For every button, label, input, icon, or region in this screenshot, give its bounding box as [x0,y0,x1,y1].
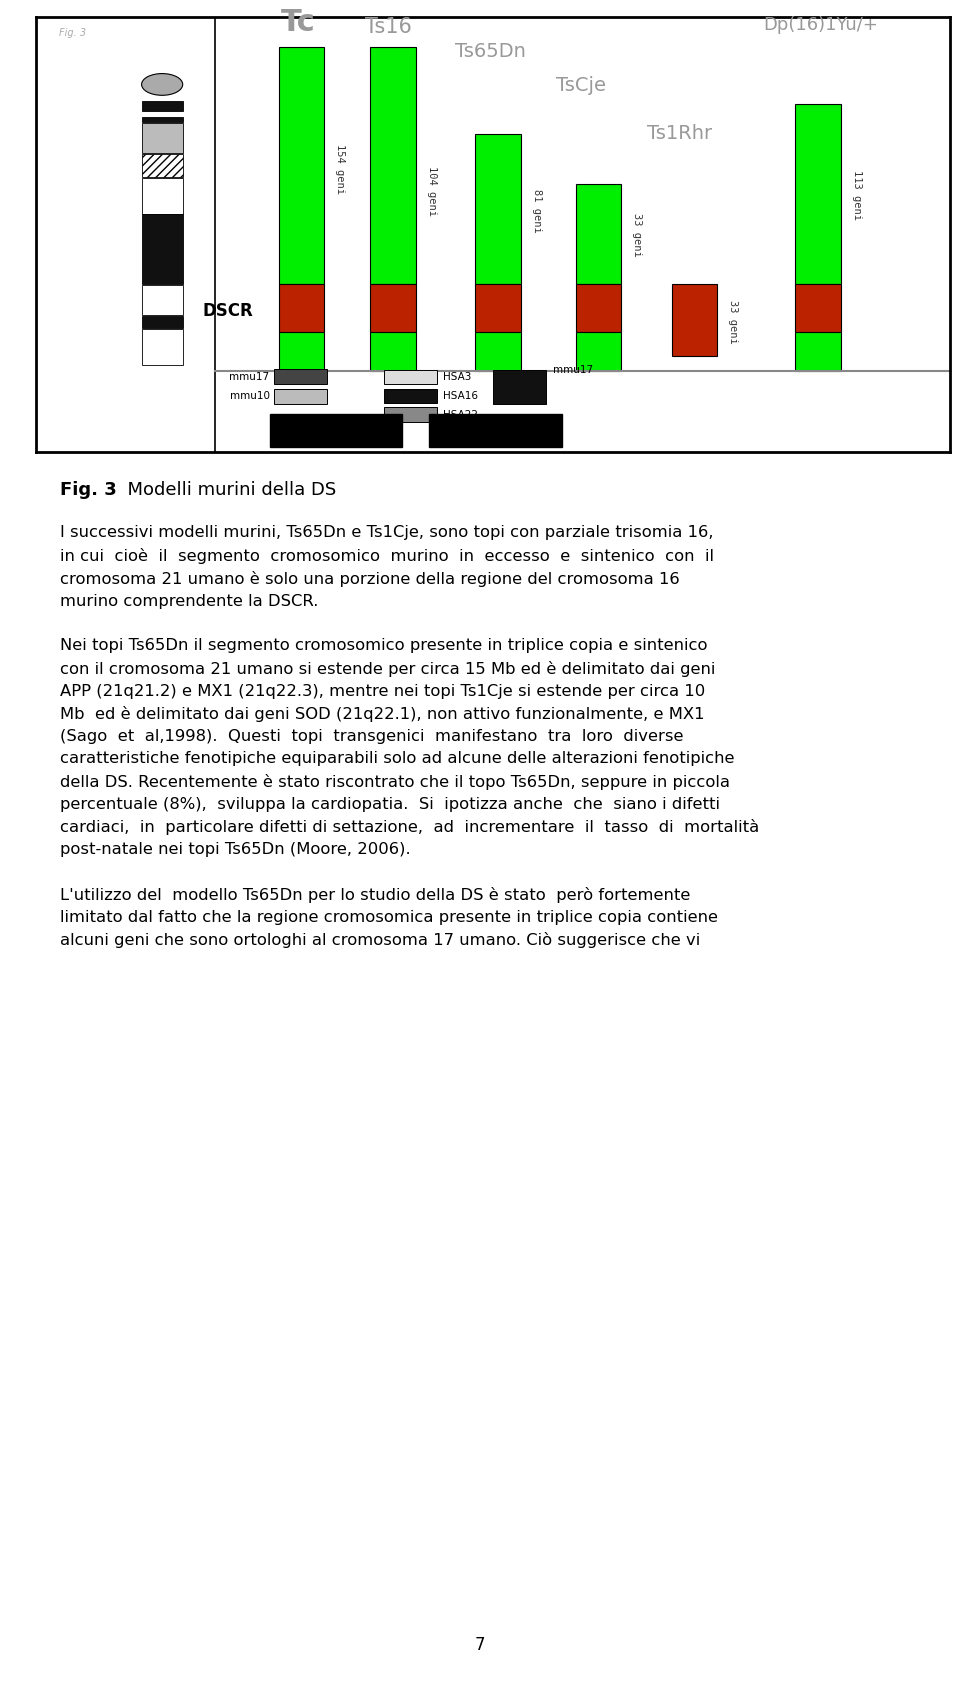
Bar [672,285,717,356]
Bar [141,215,182,285]
Text: DSCR: DSCR [203,302,253,319]
Bar [576,285,621,332]
Bar [370,332,416,372]
Text: Ts16: Ts16 [366,17,413,36]
Text: Ts65Dn: Ts65Dn [455,41,526,60]
Bar [278,332,324,372]
Bar [141,123,182,153]
Bar [278,48,324,285]
Bar [141,315,182,327]
Bar [275,370,327,384]
Bar [475,332,521,372]
Bar [141,101,182,111]
Bar [141,329,182,365]
Text: HSA16: HSA16 [444,390,478,401]
Bar [795,332,841,372]
Bar [384,370,437,384]
Text: 33 geni: 33 geni [633,213,642,256]
Text: I successivi modelli murini, Ts65Dn e Ts1Cje, sono topi con parziale trisomia 16: I successivi modelli murini, Ts65Dn e Ts… [60,525,758,948]
Text: mmu16: mmu16 [464,423,528,438]
Text: mmu17: mmu17 [553,365,593,375]
Text: 7: 7 [475,1637,485,1654]
Bar [141,153,182,177]
Bar [278,285,324,332]
Bar [270,414,402,447]
Text: 104 geni: 104 geni [427,165,437,217]
Text: HSA22: HSA22 [444,409,478,419]
Text: mmu17: mmu17 [229,372,270,382]
Bar [141,177,182,213]
Bar [141,285,182,315]
Bar [370,285,416,332]
Bar [384,407,437,421]
Text: Ts1Rhr: Ts1Rhr [647,124,712,143]
Bar [141,116,182,123]
Text: 81 geni: 81 geni [532,189,541,232]
Text: 33 geni: 33 geni [729,300,738,343]
Bar [384,389,437,402]
Bar [475,135,521,285]
Text: Dp(16)1Yu/+: Dp(16)1Yu/+ [763,17,878,34]
Bar [429,414,562,447]
Text: Modelli murini della DS: Modelli murini della DS [116,481,336,500]
Bar [275,389,327,404]
Bar [475,285,521,332]
Text: 154 geni: 154 geni [335,145,346,194]
Text: TsCje: TsCje [556,77,606,95]
Bar [576,184,621,285]
Ellipse shape [141,73,182,95]
Bar [795,285,841,332]
Text: Tc: Tc [280,7,315,36]
Text: HSA21: HSA21 [307,423,364,438]
Bar [795,104,841,285]
Bar [576,332,621,372]
Bar [370,48,416,285]
Text: HSA3: HSA3 [444,372,471,382]
Text: Fig. 3: Fig. 3 [60,27,86,38]
Bar [493,370,546,404]
Text: Fig. 3: Fig. 3 [60,481,116,500]
Text: mmu10: mmu10 [229,392,270,401]
Text: 113 geni: 113 geni [852,170,862,220]
